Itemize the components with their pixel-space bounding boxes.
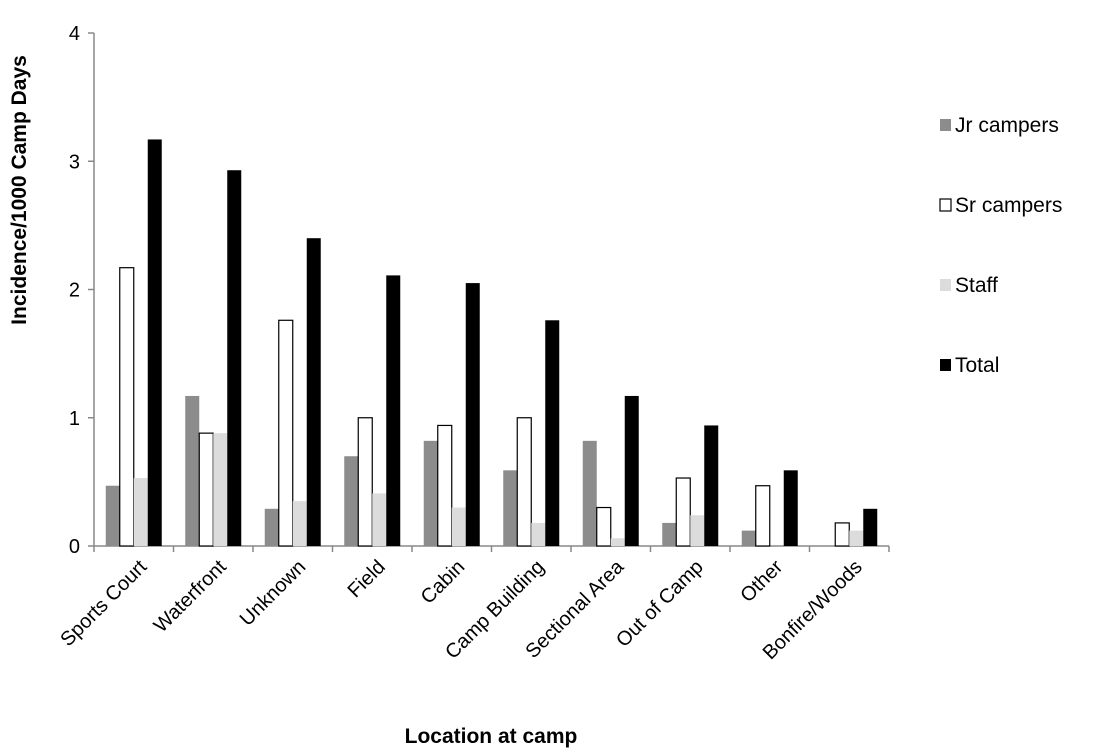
bar-sr-campers-field (357, 417, 373, 547)
bar-total-out-of-camp (704, 425, 719, 546)
y-axis-title: Incidence/1000 Camp Days (8, 55, 31, 325)
bar-staff-camp-building (531, 522, 546, 546)
bar-jr-campers-sectional-area (582, 440, 597, 546)
x-tick-label: Other (736, 556, 787, 607)
bar-sr-campers-other (755, 485, 771, 547)
bar-jr-campers-unknown (264, 508, 279, 546)
bar-total-sectional-area (624, 395, 639, 546)
x-tick-label: Waterfront (150, 556, 231, 637)
bar-staff-out-of-camp (690, 515, 705, 546)
x-tick-label: Field (344, 556, 390, 602)
bar-total-other (783, 470, 798, 546)
bar-jr-campers-sports-court (105, 485, 120, 546)
x-axis-title: Location at camp (405, 725, 578, 748)
bar-total-unknown (306, 238, 321, 546)
bar-sr-campers-out-of-camp (675, 477, 691, 547)
y-tick-label: 2 (69, 280, 80, 302)
bar-jr-campers-field (344, 456, 359, 546)
bar-sr-campers-sectional-area (596, 506, 612, 547)
legend-swatch (940, 119, 951, 131)
bar-jr-campers-camp-building (503, 470, 518, 546)
bar-sr-campers-unknown (278, 319, 294, 547)
x-tick-label: Sports Court (56, 556, 151, 651)
legend-label: Sr campers (955, 194, 1062, 217)
bar-sr-campers-camp-building (516, 417, 532, 547)
bar-staff-field (372, 493, 387, 546)
bar-staff-sectional-area (610, 538, 625, 546)
legend-swatch (939, 198, 952, 212)
bar-jr-campers-other (741, 530, 756, 546)
bar-sr-campers-cabin (437, 424, 453, 547)
bar-staff-bonfire-woods (849, 530, 864, 546)
bar-total-cabin (465, 283, 480, 546)
bars (105, 139, 878, 547)
bar-sr-campers-waterfront (198, 432, 214, 547)
legend-label: Total (955, 354, 999, 377)
bar-jr-campers-cabin (423, 440, 438, 546)
legend-label: Jr campers (955, 114, 1059, 137)
x-tick-label: Cabin (417, 556, 470, 609)
bar-total-waterfront (227, 170, 242, 547)
bar-sr-campers-bonfire-woods (834, 522, 850, 547)
bar-jr-campers-waterfront (185, 395, 200, 546)
legend-swatch (940, 279, 951, 291)
y-tick-label: 3 (69, 151, 80, 173)
bar-staff-cabin (451, 507, 466, 546)
bar-staff-sports-court (133, 478, 148, 546)
bar-staff-waterfront (213, 433, 228, 546)
legend-label: Staff (955, 274, 998, 297)
bar-staff-unknown (292, 501, 307, 546)
bar-jr-campers-out-of-camp (662, 522, 677, 546)
bar-total-bonfire-woods (863, 508, 878, 546)
bar-total-field (386, 275, 401, 546)
y-ticks: 0 1 2 3 4 (69, 23, 94, 558)
y-tick-label: 4 (69, 23, 80, 45)
y-tick-label: 0 (69, 536, 80, 558)
bar-sr-campers-sports-court (119, 267, 135, 547)
y-tick-label: 1 (69, 408, 80, 430)
legend: Jr campers Sr campers Staff Total (939, 114, 1062, 377)
x-tick-label: Unknown (236, 556, 311, 631)
bar-total-camp-building (545, 320, 560, 546)
legend-swatch (940, 359, 951, 371)
bar-total-sports-court (147, 139, 162, 546)
